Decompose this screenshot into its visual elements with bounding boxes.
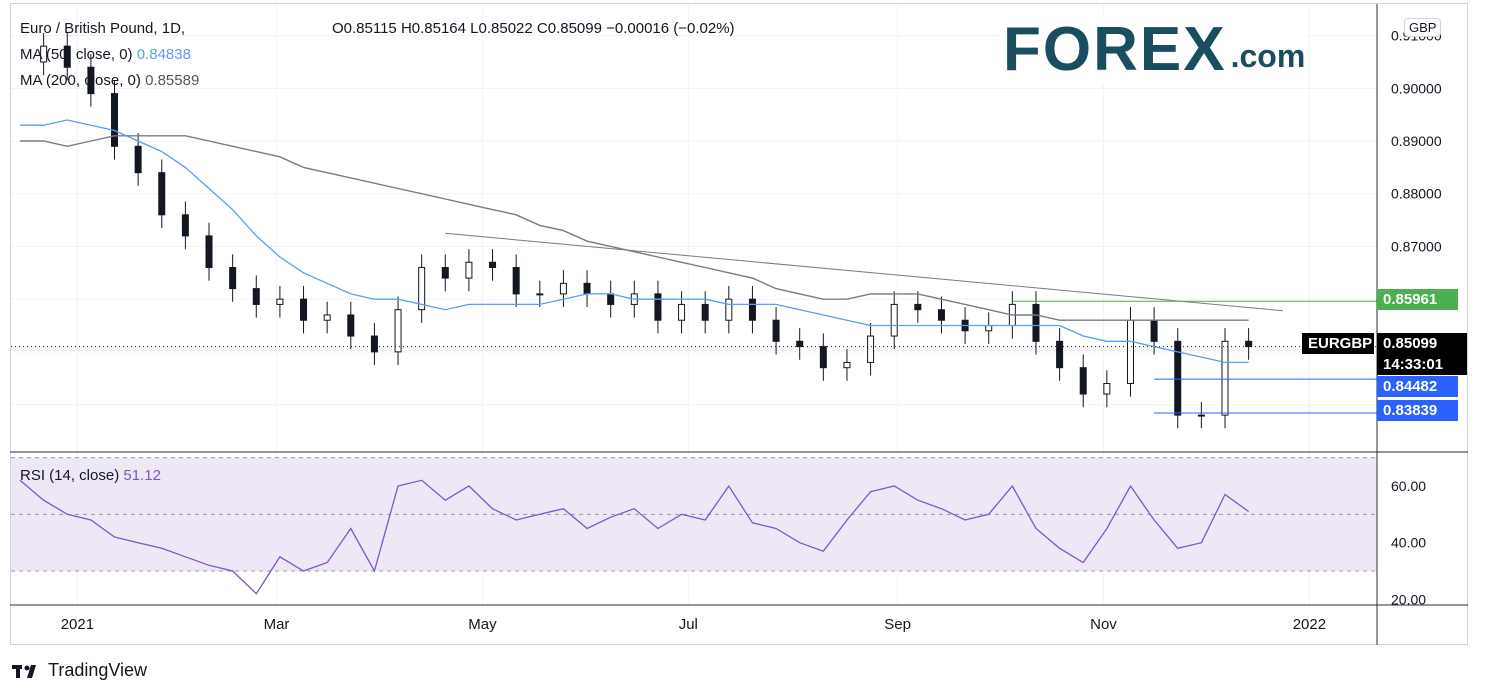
candle-body (512, 267, 520, 295)
ma200-legend[interactable]: MA (200, close, 0) 0.85589 (20, 72, 199, 89)
candle-body (158, 172, 166, 216)
time-tick-label: Jul (679, 616, 698, 633)
candle-body (867, 335, 875, 363)
price-tick-label: 0.89000 (1391, 133, 1442, 149)
time-tick-label: Mar (264, 616, 290, 633)
ma50-line (20, 119, 1249, 364)
rsi-tick-label: 40.00 (1391, 535, 1426, 551)
rsi-line (19, 479, 1249, 595)
rsi-tick-label: 60.00 (1391, 478, 1426, 494)
candle-body (796, 340, 804, 348)
candle-body (465, 261, 473, 279)
candle-body (583, 282, 591, 295)
forex-logo-suffix: .com (1230, 37, 1306, 74)
candle-body (890, 303, 898, 337)
candle-body (394, 309, 402, 353)
candle-body (678, 303, 686, 321)
candles (40, 32, 1253, 429)
tradingview-logo-icon (12, 664, 36, 678)
rsi-value: 51.12 (123, 467, 161, 484)
time-tick-label: Nov (1090, 616, 1117, 633)
candle-body (1174, 340, 1182, 416)
currency-badge[interactable]: GBP (1404, 18, 1442, 37)
ma200-value: 0.85589 (145, 72, 200, 89)
candle-body (347, 314, 355, 337)
candle-body (441, 267, 449, 279)
ma200-line (20, 135, 1249, 321)
candle-body (748, 298, 756, 321)
last-price-tag: 0.85099 (1377, 333, 1467, 354)
rsi-legend[interactable]: RSI (14, close) 51.12 (20, 467, 161, 484)
candle-body (1197, 414, 1205, 417)
candle-body (725, 298, 733, 321)
candle-body (370, 335, 378, 353)
time-tick-label: May (468, 616, 497, 633)
forex-logo: FOREX .com (1003, 14, 1306, 84)
candle-body (1150, 319, 1158, 342)
ohlc-readout: O0.85115 H0.85164 L0.85022 C0.85099 −0.0… (332, 20, 735, 37)
chart-frame (10, 3, 1468, 645)
candle-body (819, 346, 827, 369)
ma50-legend[interactable]: MA (50, close, 0) 0.84838 (20, 46, 191, 63)
symbol-tag: EURGBP (1302, 333, 1374, 354)
descending-trendline (445, 232, 1284, 312)
candle-body (701, 303, 709, 321)
candle-body (63, 45, 71, 68)
rsi-tick-label: 20.00 (1391, 591, 1426, 607)
candle-body (607, 293, 615, 305)
candle-body (1245, 340, 1253, 348)
candle-body (985, 325, 993, 332)
price-tick-label: 0.90000 (1391, 80, 1442, 96)
time-tick-label: 2022 (1293, 616, 1326, 633)
candle-body (418, 267, 426, 311)
candle-body (134, 145, 142, 174)
candle-body (1126, 319, 1134, 384)
candle-body (252, 288, 260, 305)
countdown-tag: 14:33:01 (1377, 354, 1467, 375)
candle-body (772, 319, 780, 342)
candle-body (323, 314, 331, 321)
candle-body (1103, 382, 1111, 395)
ma200-label: MA (200, close, 0) (20, 72, 141, 89)
candle-body (914, 303, 922, 311)
tradingview-footer[interactable]: TradingView (12, 660, 147, 681)
time-tick-label: Sep (884, 616, 911, 633)
support1-price-tag: 0.84482 (1377, 376, 1458, 397)
rsi-panel (11, 457, 1377, 572)
candle-body (276, 298, 284, 305)
candle-body (229, 267, 237, 290)
time-tick-label: 2021 (61, 616, 94, 633)
candle-body (205, 235, 213, 269)
candle-body (300, 298, 308, 321)
candle-body (87, 66, 95, 95)
ma50-label: MA (50, close, 0) (20, 46, 133, 63)
candle-body (1032, 303, 1040, 342)
symbol-title: Euro / British Pound, 1D, (20, 20, 186, 37)
forex-logo-text: FOREX (1003, 14, 1227, 84)
candle-body (937, 309, 945, 321)
candle-body (489, 261, 497, 269)
support2-price-tag: 0.83839 (1377, 400, 1458, 421)
candle-body (111, 93, 119, 147)
candle-body (1221, 340, 1229, 416)
tradingview-brand: TradingView (48, 660, 148, 680)
indicator-lines (11, 119, 1377, 595)
candle-body (654, 293, 662, 321)
price-tick-label: 0.88000 (1391, 186, 1442, 202)
resistance-price-tag: 0.85961 (1377, 289, 1458, 310)
rsi-label: RSI (14, close) (20, 467, 120, 484)
candle-body (559, 282, 567, 295)
candle-body (1056, 340, 1064, 369)
price-tick-label: 0.87000 (1391, 238, 1442, 254)
ma50-value: 0.84838 (136, 46, 191, 63)
candle-body (1079, 367, 1087, 395)
candle-body (40, 45, 48, 63)
candle-body (181, 214, 189, 237)
candle-body (536, 293, 544, 296)
candle-body (843, 361, 851, 369)
